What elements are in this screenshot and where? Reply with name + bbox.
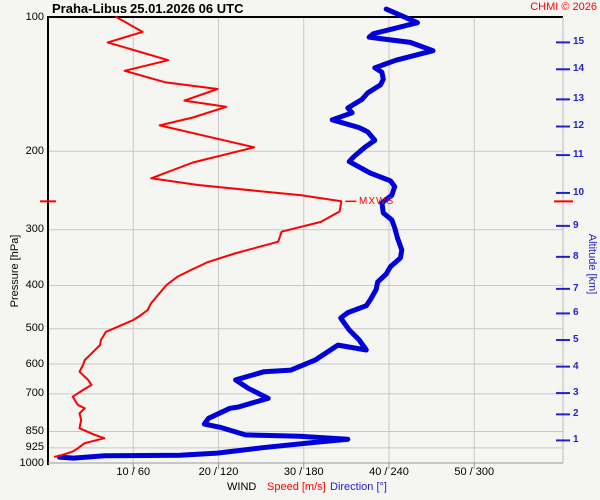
altitude-tick-label: 11 <box>573 149 584 161</box>
mxws-annotation: MXWS <box>359 196 395 207</box>
station-name: Praha-Libus <box>52 1 128 16</box>
altitude-tick-label: 5 <box>573 334 579 346</box>
sounding-datetime: 25.01.2026 06 UTC <box>130 1 244 16</box>
legend-direction: Direction [°] <box>330 481 387 493</box>
altitude-tick-label: 12 <box>573 120 585 132</box>
pressure-tick-label: 925 <box>25 441 44 454</box>
wind-tick-label: 10 / 60 <box>116 466 151 478</box>
altitude-axis-title: Altitude [km] <box>586 233 598 295</box>
wind-tick-label: 20 / 120 <box>198 466 239 478</box>
pressure-tick-label: 500 <box>25 322 44 335</box>
wind-speed-curve <box>53 16 343 458</box>
wind-tick-label: 30 / 180 <box>283 466 324 478</box>
altitude-tick-label: 14 <box>573 63 585 75</box>
altitude-tick-label: 3 <box>573 387 579 399</box>
altitude-tick-label: 8 <box>573 250 579 262</box>
legend-wind: WIND <box>227 481 257 493</box>
wind-direction-curve <box>56 6 436 461</box>
wind-tick-label: 40 / 240 <box>369 466 409 478</box>
altitude-tick-label: 7 <box>573 282 579 294</box>
pressure-tick-label: 300 <box>25 223 44 236</box>
pressure-tick-label: 1000 <box>19 456 44 469</box>
altitude-tick-label: 13 <box>573 93 585 105</box>
altitude-tick-label: 6 <box>573 307 579 319</box>
altitude-tick-label: 10 <box>573 186 585 198</box>
altitude-tick-label: 15 <box>573 36 585 48</box>
pressure-tick-label: 850 <box>25 425 44 438</box>
legend-speed: Speed [m/s] <box>267 481 326 493</box>
pressure-tick-label: 700 <box>25 387 44 400</box>
pressure-tick-label: 400 <box>25 279 44 292</box>
altitude-tick-label: 1 <box>573 434 579 446</box>
altitude-tick-label: 2 <box>573 408 579 420</box>
altitude-tick-label: 4 <box>573 360 579 372</box>
pressure-tick-label: 600 <box>25 357 44 370</box>
wind-tick-label: 50 / 300 <box>454 466 495 478</box>
altitude-tick-label: 9 <box>573 219 579 231</box>
copyright-notice: CHMI © 2026 <box>530 1 597 13</box>
pressure-tick-label: 100 <box>25 10 44 23</box>
pressure-tick-label: 200 <box>25 144 44 157</box>
